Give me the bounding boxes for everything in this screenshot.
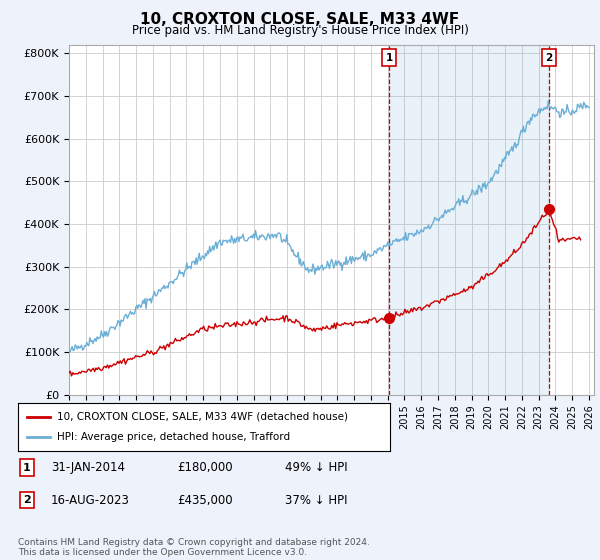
Text: 1: 1 [385,53,392,63]
Text: 1: 1 [23,463,31,473]
Text: 10, CROXTON CLOSE, SALE, M33 4WF: 10, CROXTON CLOSE, SALE, M33 4WF [140,12,460,27]
Text: 2: 2 [23,495,31,505]
Bar [389,45,549,395]
Text: Price paid vs. HM Land Registry's House Price Index (HPI): Price paid vs. HM Land Registry's House … [131,24,469,37]
Text: 49% ↓ HPI: 49% ↓ HPI [285,461,347,474]
Text: 10, CROXTON CLOSE, SALE, M33 4WF (detached house): 10, CROXTON CLOSE, SALE, M33 4WF (detach… [57,412,348,422]
Text: £180,000: £180,000 [177,461,233,474]
Text: £435,000: £435,000 [177,493,233,507]
Text: 16-AUG-2023: 16-AUG-2023 [51,493,130,507]
Text: 2: 2 [545,53,553,63]
Text: HPI: Average price, detached house, Trafford: HPI: Average price, detached house, Traf… [57,432,290,442]
Text: 37% ↓ HPI: 37% ↓ HPI [285,493,347,507]
Text: 31-JAN-2014: 31-JAN-2014 [51,461,125,474]
Text: Contains HM Land Registry data © Crown copyright and database right 2024.
This d: Contains HM Land Registry data © Crown c… [18,538,370,557]
